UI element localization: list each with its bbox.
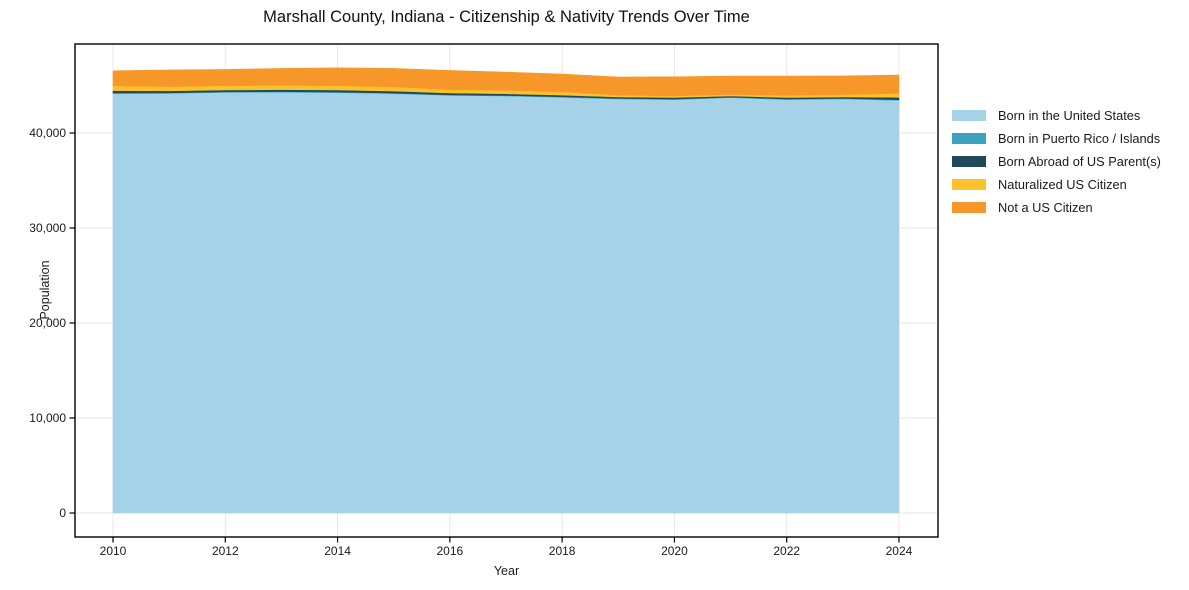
chart-title: Marshall County, Indiana - Citizenship &…	[263, 8, 750, 26]
x-tick-2010: 2010	[100, 544, 127, 558]
y-tick-10,000: 10,000	[29, 411, 66, 425]
legend-item-not-citizen: Not a US Citizen	[952, 196, 1161, 219]
x-tick-2024: 2024	[886, 544, 913, 558]
x-tick-2018: 2018	[549, 544, 576, 558]
x-tick-2016: 2016	[437, 544, 464, 558]
legend-label-naturalized: Naturalized US Citizen	[998, 177, 1127, 192]
x-tick-2014: 2014	[324, 544, 351, 558]
legend-item-naturalized: Naturalized US Citizen	[952, 173, 1161, 196]
legend-item-born-abroad: Born Abroad of US Parent(s)	[952, 150, 1161, 173]
legend-item-born-us: Born in the United States	[952, 104, 1161, 127]
y-tick-20,000: 20,000	[29, 316, 66, 330]
x-tick-2020: 2020	[661, 544, 688, 558]
y-tick-0: 0	[59, 506, 66, 520]
legend-label-puerto-rico: Born in Puerto Rico / Islands	[998, 131, 1161, 146]
legend: Born in the United States Born in Puerto…	[952, 104, 1161, 219]
x-tick-2022: 2022	[773, 544, 800, 558]
legend-swatch-naturalized	[952, 179, 986, 190]
y-tick-30,000: 30,000	[29, 221, 66, 235]
legend-swatch-born-us	[952, 110, 986, 121]
y-tick-40,000: 40,000	[29, 126, 66, 140]
legend-label-born-us: Born in the United States	[998, 108, 1141, 123]
legend-swatch-puerto-rico	[952, 133, 986, 144]
legend-label-not-citizen: Not a US Citizen	[998, 200, 1093, 215]
x-tick-2012: 2012	[212, 544, 239, 558]
y-axis-label: Population	[38, 260, 52, 320]
legend-label-born-abroad: Born Abroad of US Parent(s)	[998, 154, 1161, 169]
legend-swatch-not-citizen	[952, 202, 986, 213]
legend-swatch-born-abroad	[952, 156, 986, 167]
legend-item-puerto-rico: Born in Puerto Rico / Islands	[952, 127, 1161, 150]
x-axis-label: Year	[493, 564, 520, 578]
